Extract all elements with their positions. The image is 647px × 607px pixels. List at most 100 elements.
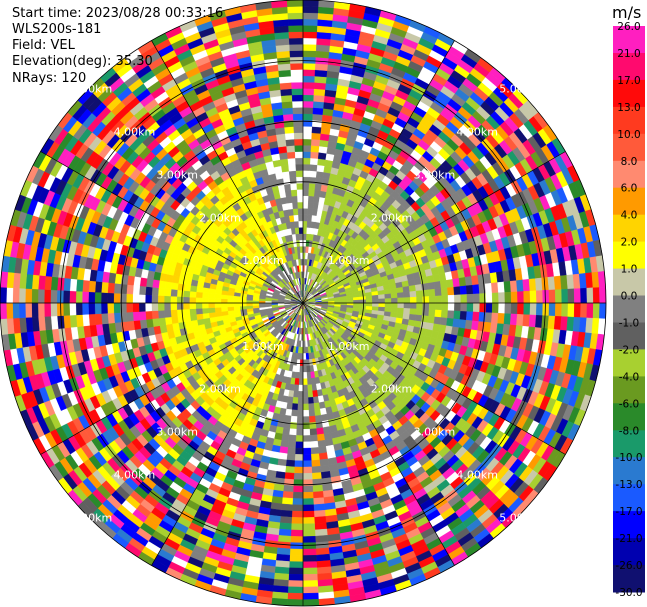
- gate-cell: [302, 31, 318, 39]
- gate-cell: [201, 292, 210, 299]
- gate-cell: [113, 302, 121, 314]
- gate-cell: [25, 288, 33, 304]
- gate-cell: [170, 309, 178, 318]
- gate-cell: [292, 491, 304, 499]
- gate-cell: [309, 434, 318, 442]
- gate-cell: [313, 94, 326, 103]
- gate-cell: [302, 107, 314, 115]
- gate-cell: [151, 310, 159, 320]
- gate-cell: [311, 132, 322, 141]
- gate-cell: [310, 440, 319, 449]
- gate-cell: [466, 302, 474, 313]
- gate-cell: [302, 573, 318, 582]
- gate-cell: [311, 390, 319, 398]
- gate-cell: [302, 554, 317, 563]
- gate-cell: [291, 94, 304, 102]
- gate-cell: [294, 144, 304, 152]
- gate-cell: [302, 460, 312, 468]
- gate-cell: [311, 138, 321, 147]
- gate-cell: [516, 313, 524, 327]
- gate-cell: [288, 567, 304, 575]
- gate-cell: [312, 484, 324, 493]
- gate-cell: [542, 302, 550, 317]
- gate-cell: [428, 309, 436, 318]
- gate-cell: [286, 202, 294, 210]
- gate-cell: [31, 302, 39, 318]
- gate-cell: [310, 157, 319, 166]
- gate-cell: [397, 302, 405, 309]
- gate-cell: [302, 472, 313, 481]
- gate-cell: [287, 18, 304, 26]
- gate-cell: [287, 580, 304, 588]
- gate-cell: [282, 170, 291, 179]
- gate-cell: [296, 416, 304, 424]
- gate-cell: [183, 283, 192, 292]
- gate-cell: [278, 452, 288, 461]
- gate-cell: [298, 372, 304, 380]
- gate-cell: [157, 310, 166, 319]
- gate-cell: [307, 201, 314, 210]
- gate-cell: [307, 208, 314, 216]
- gate-cell: [427, 315, 436, 324]
- gate-cell: [195, 302, 203, 309]
- gate-cell: [498, 302, 506, 314]
- gate-cell: [290, 415, 298, 424]
- gate-cell: [75, 278, 84, 292]
- ppi-gates: [0, 0, 607, 607]
- gate-cell: [157, 302, 165, 311]
- gate-cell: [302, 535, 316, 544]
- gate-cell: [69, 278, 78, 292]
- gate-cell: [289, 56, 304, 64]
- gate-cell: [288, 25, 304, 33]
- gate-cell: [308, 195, 315, 203]
- gate-cell: [447, 302, 455, 312]
- gate-cell: [308, 189, 316, 197]
- gate-cell: [554, 302, 563, 317]
- gate-cell: [287, 157, 296, 166]
- gate-cell: [286, 151, 296, 159]
- gate-cell: [280, 503, 293, 512]
- gate-cell: [292, 396, 299, 405]
- gate-cell: [12, 287, 20, 304]
- gate-cell: [182, 308, 191, 316]
- gate-cell: [302, 43, 317, 52]
- gate-cell: [298, 214, 304, 222]
- gate-cell: [472, 302, 481, 313]
- gate-cell: [313, 88, 326, 97]
- gate-cell: [302, 447, 312, 455]
- gate-cell: [297, 195, 304, 203]
- gate-cell: [81, 302, 89, 315]
- gate-cell: [517, 302, 525, 315]
- gate-cell: [535, 314, 543, 329]
- gate-cell: [291, 403, 298, 411]
- gate-cell: [56, 289, 64, 304]
- gate-cell: [311, 126, 322, 134]
- gate-cell: [88, 313, 97, 326]
- gate-cell: [145, 286, 153, 296]
- gate-cell: [289, 50, 304, 58]
- gate-cell: [50, 302, 58, 317]
- gate-cell: [290, 75, 304, 83]
- gate-cell: [454, 302, 462, 312]
- gate-cell: [302, 359, 307, 367]
- gate-cell: [452, 318, 461, 328]
- gate-cell: [302, 12, 319, 20]
- gate-cell: [313, 509, 326, 518]
- gate-cell: [132, 311, 141, 322]
- gate-cell: [88, 302, 96, 315]
- gate-cell: [286, 0, 304, 7]
- gate-cell: [299, 233, 304, 241]
- gate-cell: [132, 293, 140, 304]
- gate-cell: [302, 346, 306, 354]
- gate-cell: [460, 302, 468, 312]
- gate-cell: [561, 302, 569, 318]
- gate-cell: [302, 485, 314, 493]
- gate-cell: [503, 313, 512, 326]
- gate-cell: [312, 101, 325, 109]
- gate-cell: [113, 292, 121, 304]
- gate-cell: [298, 220, 304, 228]
- gate-cell: [291, 195, 298, 203]
- gate-cell: [440, 310, 449, 319]
- gate-cell: [302, 227, 308, 234]
